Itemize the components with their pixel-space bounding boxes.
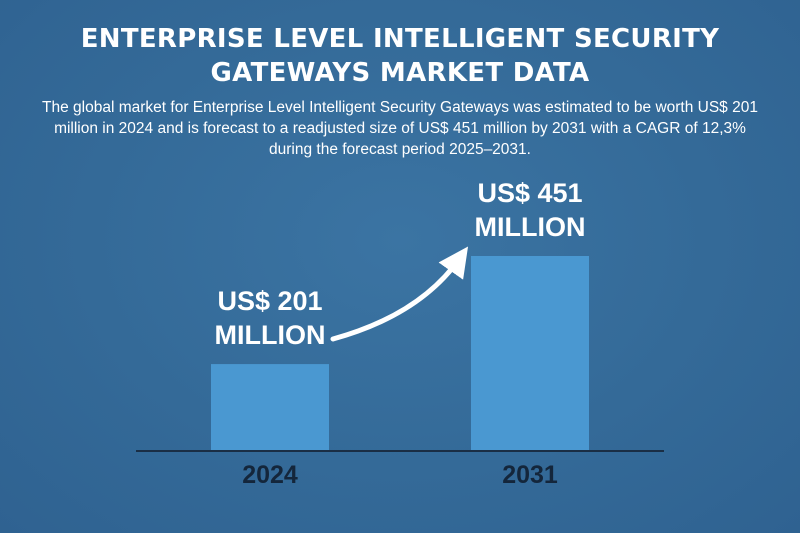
growth-arrow [330, 246, 469, 342]
value-label-2031-line-2: MILLION [475, 212, 586, 242]
value-label-2024-line-2: MILLION [215, 320, 326, 350]
bar-2031 [471, 256, 589, 451]
x-tick-label-2024: 2024 [242, 461, 298, 489]
bar-2024 [211, 364, 329, 451]
value-label-2024-line-1: US$ 201 [217, 286, 322, 316]
value-label-2031-line-1: US$ 451 [477, 178, 582, 208]
infographic-title: ENTERPRISE LEVEL INTELLIGENT SECURITY GA… [80, 24, 720, 88]
bars-layer [211, 256, 589, 451]
market-description: The global market for Enterprise Level I… [42, 99, 758, 158]
x-tick-label-2031: 2031 [502, 461, 558, 489]
labels-layer: US$ 201 MILLION 2024 US$ 451 MILLION 2031 [215, 178, 586, 489]
